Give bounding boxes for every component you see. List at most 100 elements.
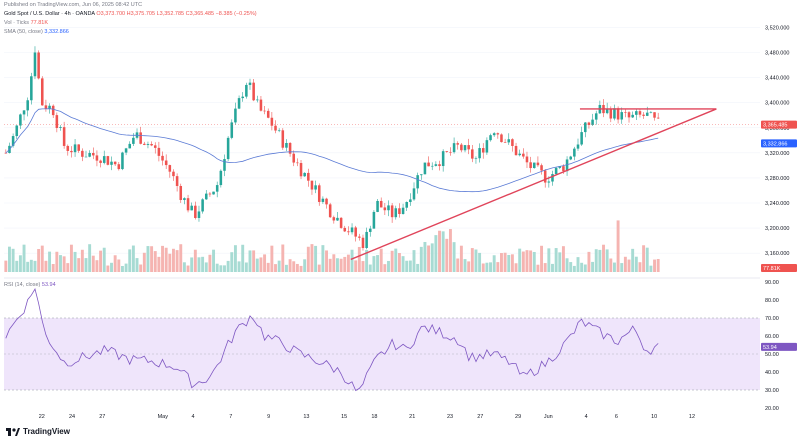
candle	[245, 84, 248, 97]
volume-bar	[572, 265, 576, 272]
candle	[452, 143, 456, 153]
candle	[150, 143, 153, 146]
candle	[511, 139, 514, 146]
volume-bar	[88, 244, 92, 272]
candle	[157, 147, 161, 156]
volume-bar	[656, 259, 660, 272]
candle	[635, 111, 638, 115]
candle	[110, 161, 113, 165]
candle	[522, 153, 525, 157]
volume-bar	[459, 245, 463, 272]
candle	[55, 115, 59, 129]
candle	[128, 143, 132, 149]
candle	[310, 180, 314, 190]
volume-bar	[106, 265, 110, 272]
time-tick-label: 15	[341, 414, 347, 420]
time-tick-label: 7	[229, 414, 232, 420]
rsi-tick-label: 70.00	[765, 316, 779, 322]
triangle-pattern	[350, 108, 717, 261]
volume-bar	[438, 230, 441, 272]
volume-bar	[295, 263, 299, 272]
volume-bar	[99, 250, 103, 272]
candle	[463, 145, 467, 151]
volume-bar	[478, 252, 482, 272]
time-tick-label: 29	[515, 414, 521, 420]
volume-bar	[510, 254, 514, 272]
volume-bar	[481, 263, 485, 272]
symbol-line: Gold Spot / U.S. Dollar · 4h · OANDA O3,…	[4, 11, 257, 17]
volume-bar	[529, 250, 533, 272]
volume-bar	[463, 259, 467, 272]
candle	[11, 136, 15, 146]
candle	[358, 236, 361, 238]
candle	[15, 125, 19, 137]
volume-bar	[172, 248, 175, 272]
candle	[146, 143, 150, 145]
volume-bar	[73, 251, 77, 272]
volume-bar	[204, 262, 208, 272]
candle	[106, 156, 110, 165]
candle	[423, 162, 427, 175]
candle	[194, 205, 197, 218]
volume-bar	[496, 262, 500, 272]
candle	[587, 122, 591, 125]
volume-bar	[445, 238, 449, 272]
sma-price-tag: 3,332.866	[763, 141, 787, 147]
volume-bar	[26, 261, 30, 272]
candle	[33, 52, 37, 77]
volume-bar	[507, 254, 511, 272]
volume-bar	[62, 256, 66, 272]
candle	[48, 105, 51, 109]
volume-bar	[4, 260, 8, 272]
candle	[153, 145, 157, 148]
candle	[551, 174, 554, 182]
volume-bar	[117, 259, 121, 272]
candle	[350, 227, 354, 233]
time-tick-label: 4	[585, 414, 588, 420]
volume-bar	[485, 262, 489, 272]
volume-bar	[536, 264, 540, 272]
volume-bar	[594, 249, 598, 272]
candle	[613, 108, 616, 119]
rsi-tick-label: 90.00	[765, 280, 779, 286]
volume-bar	[266, 262, 270, 272]
rsi-tick-label: 40.00	[765, 370, 779, 376]
candle	[175, 176, 179, 186]
tradingview-logo-text: TradingView	[23, 427, 70, 436]
candle	[368, 228, 372, 232]
candle	[44, 105, 48, 109]
candle	[59, 127, 62, 129]
candle	[30, 76, 33, 101]
candle	[394, 208, 398, 218]
time-tick-label: 22	[39, 414, 45, 420]
candle	[620, 112, 624, 120]
candle	[449, 151, 452, 153]
volume-bar	[489, 262, 492, 272]
volume-bar	[84, 258, 88, 272]
candle	[518, 153, 521, 156]
last-price-tag-bg	[761, 120, 797, 129]
volume-bar	[583, 264, 587, 272]
volume-bar	[284, 264, 288, 272]
volume-bar	[405, 260, 409, 272]
volume-bar	[569, 262, 573, 272]
time-tick-label: 6	[615, 414, 618, 420]
volume-bar	[110, 262, 113, 272]
volume-bar	[452, 242, 456, 272]
grid	[4, 27, 760, 279]
volume-bar	[390, 250, 394, 272]
volume-bar	[645, 247, 649, 272]
volume-bar	[230, 252, 234, 272]
sma-value: 3,332.866	[44, 29, 69, 35]
time-tick-label: 18	[371, 414, 377, 420]
volume-bar	[565, 258, 569, 272]
time-axis: 22 24 27 May 4 7 9 13 15 18 21 23 27 29 Jun 4 6 10 12	[39, 414, 695, 420]
time-tick-label: 27	[99, 414, 105, 420]
candle	[412, 188, 416, 200]
volume-bar	[270, 245, 274, 272]
volume-bar	[394, 248, 398, 272]
rsi-value: 53.94	[41, 282, 56, 288]
volume-bar	[587, 251, 591, 272]
volume-bar	[525, 250, 529, 272]
